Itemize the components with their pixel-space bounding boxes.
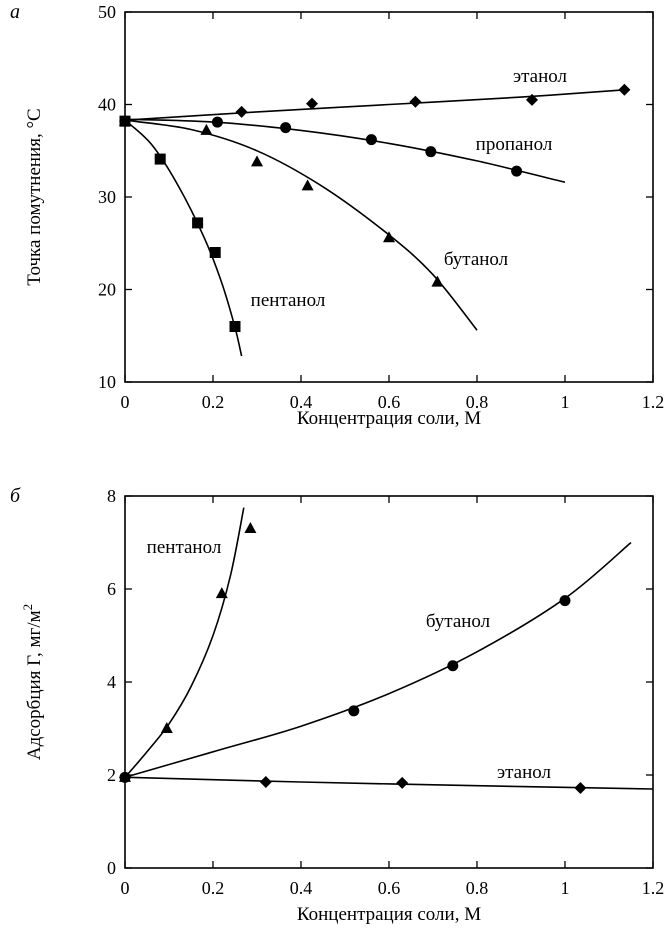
point-etanol-a-5 <box>618 83 631 96</box>
adsorption-chart: 0 0.2 0.4 0.6 0.8 1 1.2 0 2 4 6 8 б Концентрация соли… <box>10 485 664 925</box>
panel-letter-a: а <box>10 1 20 23</box>
x-tick-label-a-5: 1 <box>561 392 570 412</box>
series-etanol-b: этанол <box>119 762 654 795</box>
curve-etanol-a <box>124 88 627 121</box>
point-propanol-a-4 <box>425 146 437 158</box>
point-butanol-a-5 <box>431 275 444 287</box>
series-label-etanol-a: этанол <box>513 66 568 87</box>
curve-etanol-b <box>124 776 654 790</box>
point-pentanol-b-1 <box>160 722 173 733</box>
series-label-etanol-b: этанол <box>497 762 552 783</box>
series-label-butanol-a: бутанол <box>444 249 509 270</box>
point-etanol-b-2 <box>396 776 409 789</box>
point-propanol-a-3 <box>365 134 377 146</box>
x-tick-label-a-4: 0.8 <box>466 392 489 412</box>
point-etanol-a-1 <box>235 105 248 118</box>
y-axis-title-superscript: 2 <box>20 604 35 611</box>
curve-butanol-b <box>124 541 632 779</box>
series-propanol-a: пропанол <box>119 115 566 183</box>
point-butanol-a-4 <box>383 231 395 243</box>
point-propanol-a-5 <box>511 165 523 177</box>
point-butanol-b-3 <box>559 595 571 607</box>
point-etanol-b-1 <box>259 775 272 788</box>
series-pentanol-b: пентанол <box>119 507 257 782</box>
series-label-pentanol-a: пентанол <box>251 290 326 311</box>
x-axis-title-a: Концентрация соли, М <box>297 408 481 429</box>
x-tick-label-b-6: 1.2 <box>642 878 665 898</box>
point-pentanol-b-2 <box>215 587 228 599</box>
point-etanol-a-3 <box>409 95 422 108</box>
x-tick-label-b-5: 1 <box>561 878 570 898</box>
y-tick-label-a-3: 40 <box>98 95 116 115</box>
x-tick-label-b-2: 0.4 <box>290 878 313 898</box>
y-tick-label-a-4: 50 <box>98 2 116 22</box>
x-axis-title-b: Концентрация соли, М <box>297 904 481 925</box>
y-tick-label-b-1: 2 <box>107 765 116 785</box>
point-propanol-a-2 <box>280 122 292 134</box>
x-tick-label-a-2: 0.4 <box>290 392 313 412</box>
point-butanol-a-2 <box>251 155 263 167</box>
cloud-point-chart: 0 0.2 0.4 0.6 0.8 1 1.2 10 20 30 40 50 а Концентрация… <box>10 1 664 429</box>
curve-pentanol-b <box>124 507 245 778</box>
x-tick-label-b-0: 0 <box>121 878 130 898</box>
x-tick-label-a-3: 0.6 <box>378 392 401 412</box>
point-butanol-a-1 <box>200 123 213 135</box>
point-pentanol-a-4 <box>229 321 241 332</box>
series-etanol-a: этанол <box>119 66 631 128</box>
point-etanol-a-4 <box>526 93 538 106</box>
curve-pentanol-a <box>124 119 243 357</box>
x-tick-label-b-3: 0.6 <box>378 878 401 898</box>
point-butanol-b-2 <box>447 660 459 672</box>
y-tick-label-b-0: 0 <box>107 858 116 878</box>
y-tick-label-a-0: 10 <box>98 372 116 392</box>
point-etanol-b-0 <box>119 771 131 784</box>
series-label-propanol-a: пропанол <box>476 134 553 155</box>
plot-frame-a <box>124 11 654 383</box>
series-label-pentanol-b: пентанол <box>147 537 222 558</box>
x-tick-label-b-4: 0.8 <box>466 878 489 898</box>
series-butanol-b: бутанол <box>119 541 632 783</box>
point-pentanol-a-2 <box>192 217 204 229</box>
point-propanol-a-1 <box>211 116 223 128</box>
y-tick-label-b-4: 8 <box>107 486 116 506</box>
x-tick-label-a-0: 0 <box>121 392 130 412</box>
point-pentanol-b-3 <box>244 522 257 534</box>
y-tick-label-b-3: 6 <box>107 579 116 599</box>
curve-butanol-a <box>124 119 478 331</box>
panel-letter-b: б <box>10 485 21 507</box>
y-tick-label-b-2: 4 <box>107 672 116 692</box>
y-axis-title-a: Точка помутнения, °С <box>24 108 45 285</box>
point-butanol-b-1 <box>348 705 360 717</box>
y-tick-label-a-2: 30 <box>98 187 116 207</box>
point-pentanol-a-3 <box>209 247 221 258</box>
point-pentanol-a-1 <box>154 153 166 165</box>
point-etanol-b-3 <box>574 782 587 795</box>
x-tick-label-b-1: 0.2 <box>202 878 225 898</box>
x-tick-label-a-6: 1.2 <box>642 392 665 412</box>
series-label-butanol-b: бутанол <box>426 611 491 632</box>
series-pentanol-a: пентанол <box>119 115 326 357</box>
point-pentanol-a-0 <box>119 115 131 127</box>
y-axis-title-b: Адсорбция Г, мг/м2 <box>20 604 45 760</box>
y-tick-label-a-1: 20 <box>98 280 116 300</box>
curve-propanol-a <box>124 118 566 183</box>
point-butanol-a-3 <box>301 179 314 191</box>
point-etanol-a-2 <box>306 97 318 110</box>
x-tick-label-a-1: 0.2 <box>202 392 225 412</box>
